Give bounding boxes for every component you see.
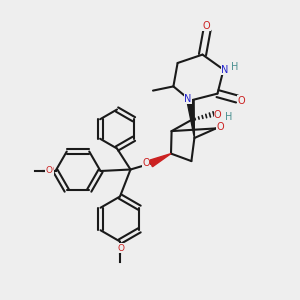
- Text: N: N: [184, 94, 192, 104]
- Text: O: O: [202, 21, 210, 31]
- Text: O: O: [216, 122, 224, 132]
- Text: O: O: [46, 165, 54, 174]
- Text: H: H: [225, 112, 232, 122]
- Polygon shape: [187, 100, 194, 138]
- Text: O: O: [45, 166, 52, 175]
- Text: O: O: [117, 244, 124, 253]
- Text: O: O: [214, 110, 222, 120]
- Text: O: O: [238, 95, 245, 106]
- Text: H: H: [231, 61, 239, 72]
- Text: O: O: [142, 158, 150, 168]
- Polygon shape: [149, 154, 171, 167]
- Text: N: N: [221, 64, 229, 75]
